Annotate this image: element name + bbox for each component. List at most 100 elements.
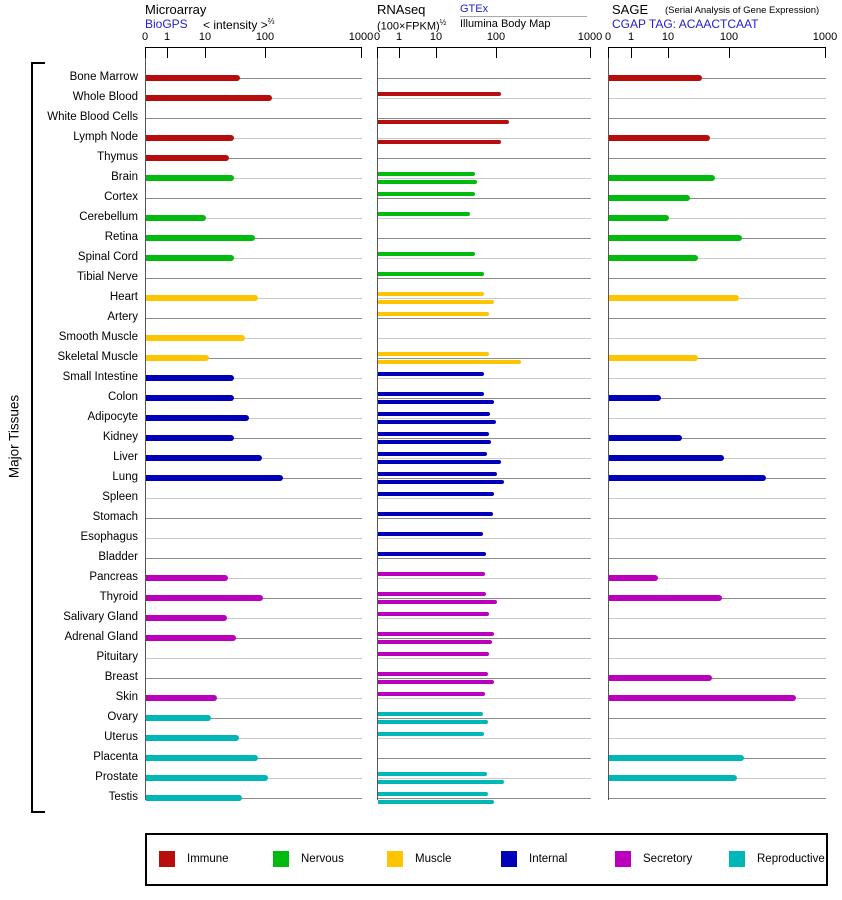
row-track (378, 678, 591, 679)
bar-rnaseq-gtex (378, 592, 486, 596)
row-track (609, 198, 826, 199)
bar-rnaseq-illumina (378, 180, 477, 184)
row-track (609, 98, 826, 99)
bar-rnaseq-gtex (378, 252, 475, 256)
bar-sage (609, 235, 742, 241)
row-track (146, 258, 362, 259)
row-track (609, 278, 826, 279)
bar-rnaseq-gtex (378, 672, 488, 676)
row-track (146, 158, 362, 159)
bar-rnaseq-illumina (378, 440, 491, 444)
row-track (378, 118, 591, 119)
microarray-scale-exponent: ⅔ (267, 17, 275, 26)
tissue-label: Thyroid (99, 591, 138, 603)
row-track (146, 718, 362, 719)
row-track (146, 698, 362, 699)
row-track (609, 538, 826, 539)
row-track (146, 178, 362, 179)
bar-sage (609, 775, 737, 781)
bar-sage (609, 295, 739, 301)
tissue-label: Testis (108, 791, 138, 803)
axis-tick-mark (265, 47, 266, 58)
microarray-scale-label: < intensity >⅔ (203, 17, 275, 32)
axis-tick-label: 100 (486, 31, 506, 43)
tissue-label: Liver (113, 451, 138, 463)
legend-label: Immune (187, 853, 229, 865)
row-track (378, 698, 591, 699)
bar-rnaseq-gtex (378, 312, 489, 316)
row-track (378, 198, 591, 199)
row-track (146, 138, 362, 139)
bar-rnaseq-gtex (378, 392, 484, 396)
plot-left-border (608, 47, 609, 800)
bar-microarray (146, 615, 227, 621)
axis-tick-mark (729, 47, 730, 58)
bar-microarray (146, 395, 234, 401)
bar-sage (609, 395, 661, 401)
axis-tick-label: 1000 (348, 31, 374, 43)
row-track (378, 318, 591, 319)
biogps-link[interactable]: BioGPS (145, 17, 188, 31)
cgap-tag-link[interactable]: CGAP TAG: ACAACTCAAT (612, 17, 759, 31)
tissue-label: Placenta (93, 751, 138, 763)
bar-microarray (146, 175, 234, 181)
legend-label: Internal (529, 853, 568, 865)
bar-rnaseq-illumina (378, 400, 494, 404)
gtex-illumina-divider (460, 16, 587, 17)
tissue-label: Bone Marrow (69, 71, 138, 83)
tissue-label: Small Intestine (62, 371, 138, 383)
legend-label: Nervous (301, 853, 344, 865)
tissue-label: Salivary Gland (63, 611, 138, 623)
bar-microarray (146, 575, 228, 581)
row-track (146, 678, 362, 679)
axis-tick-mark (377, 47, 378, 58)
axis-tick-label: 1000 (577, 31, 603, 43)
row-track (378, 578, 591, 579)
row-track (609, 418, 826, 419)
immune-legend-swatch (159, 851, 175, 867)
bar-rnaseq-illumina (378, 800, 494, 804)
bar-rnaseq-illumina (378, 720, 488, 724)
tissue-label: Smooth Muscle (58, 331, 138, 343)
legend-label: Reproductive (757, 853, 825, 865)
row-track (378, 638, 591, 639)
row-track (609, 138, 826, 139)
row-track (378, 558, 591, 559)
tissue-label: Whole Blood (72, 91, 138, 103)
axis-tick-mark (608, 47, 609, 58)
bar-rnaseq-illumina (378, 460, 501, 464)
bar-sage (609, 175, 715, 181)
bar-rnaseq-gtex (378, 772, 487, 776)
axis-tick-label: 10 (198, 31, 212, 43)
bar-rnaseq-gtex (378, 652, 489, 656)
plot-left-border (145, 47, 146, 800)
x-axis-line (377, 47, 591, 48)
row-track (146, 218, 362, 219)
bar-rnaseq-gtex (378, 732, 484, 736)
bar-sage (609, 255, 698, 261)
bar-rnaseq-gtex (378, 712, 483, 716)
bar-rnaseq-gtex (378, 272, 484, 276)
internal-legend-swatch (501, 851, 517, 867)
axis-tick-mark (668, 47, 669, 58)
gtex-link[interactable]: GTEx (460, 3, 489, 15)
tissue-label: Colon (107, 391, 138, 403)
bar-rnaseq-illumina (378, 480, 504, 484)
row-track (378, 238, 591, 239)
row-track (378, 178, 591, 179)
row-track (378, 718, 591, 719)
bar-rnaseq-gtex (378, 492, 494, 496)
row-track (609, 358, 826, 359)
row-track (378, 98, 591, 99)
axis-tick-label: 100 (255, 31, 275, 43)
tissue-label: Bladder (98, 551, 138, 563)
bar-rnaseq-gtex (378, 612, 489, 616)
tissue-label: Skin (115, 691, 138, 703)
bar-microarray (146, 235, 255, 241)
tissue-label: Heart (109, 291, 138, 303)
row-track (378, 378, 591, 379)
tissue-label: Ovary (107, 711, 138, 723)
row-track (609, 178, 826, 179)
row-track (146, 658, 362, 659)
bar-microarray (146, 95, 272, 101)
